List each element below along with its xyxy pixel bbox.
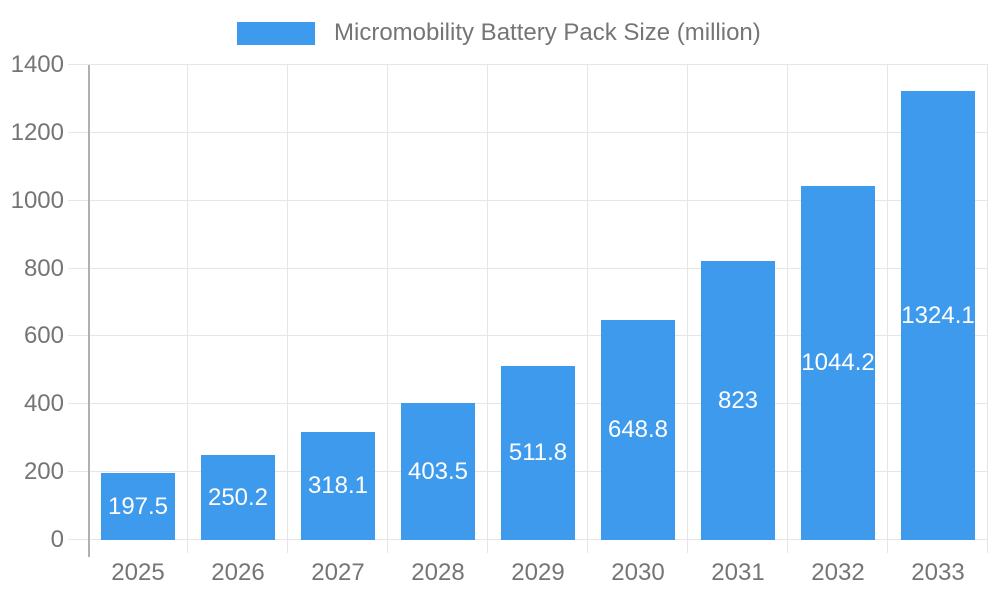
bar[interactable]: 197.5 bbox=[101, 473, 175, 540]
bar[interactable]: 1044.2 bbox=[801, 186, 875, 540]
bar[interactable]: 823 bbox=[701, 261, 775, 540]
bar[interactable]: 318.1 bbox=[301, 432, 375, 540]
bar-value-label: 318.1 bbox=[307, 472, 369, 499]
bar-value-label: 403.5 bbox=[407, 457, 469, 485]
bar-value-label: 1324.1 bbox=[901, 301, 975, 329]
bar-value-label: 648.8 bbox=[607, 416, 669, 443]
x-tick-label: 2026 bbox=[211, 559, 265, 586]
x-gridline bbox=[787, 65, 788, 553]
y-tick-label: 600 bbox=[23, 322, 64, 349]
y-tick-label: 1200 bbox=[10, 119, 64, 146]
bar-value-label: 197.5 bbox=[107, 492, 169, 520]
bar-value-label: 823 bbox=[717, 386, 759, 414]
x-gridline bbox=[387, 65, 388, 553]
x-tick-label: 2031 bbox=[711, 559, 765, 586]
y-gridline bbox=[68, 132, 988, 133]
y-tick-label: 1000 bbox=[10, 187, 64, 214]
y-tick-label: 400 bbox=[23, 390, 64, 417]
y-axis-line bbox=[88, 65, 90, 557]
x-tick-label: 2032 bbox=[811, 559, 865, 586]
plot-area: 0 200 400 600 800 1000 1200 1400 197.5 2025 250.2 2… bbox=[11, 51, 988, 586]
bar[interactable]: 511.8 bbox=[501, 366, 575, 540]
x-tick-label: 2030 bbox=[611, 559, 665, 586]
bar-value-label: 250.2 bbox=[207, 483, 269, 511]
x-tick-label: 2029 bbox=[511, 559, 565, 586]
x-gridline bbox=[887, 65, 888, 553]
y-gridline bbox=[68, 335, 988, 336]
x-gridline bbox=[287, 65, 288, 553]
x-gridline bbox=[687, 65, 688, 553]
x-gridline bbox=[187, 65, 188, 553]
x-tick-label: 2033 bbox=[911, 559, 965, 586]
bar[interactable]: 1324.1 bbox=[901, 91, 975, 540]
y-gridline bbox=[68, 268, 988, 269]
y-tick-label: 0 bbox=[50, 526, 64, 553]
y-gridline bbox=[68, 64, 988, 65]
bar-value-label: 511.8 bbox=[508, 439, 568, 466]
bar[interactable]: 648.8 bbox=[601, 320, 675, 540]
y-gridline bbox=[68, 200, 988, 201]
y-tick-label: 1400 bbox=[10, 51, 64, 78]
x-gridline bbox=[487, 65, 488, 553]
bar[interactable]: 250.2 bbox=[201, 455, 275, 540]
x-gridline bbox=[987, 65, 988, 553]
bar-value-label: 1044.2 bbox=[801, 349, 875, 376]
legend-label: Micromobility Battery Pack Size (million… bbox=[334, 19, 761, 46]
y-tick-label: 800 bbox=[23, 255, 64, 282]
bar[interactable]: 403.5 bbox=[401, 403, 475, 540]
x-tick-label: 2028 bbox=[411, 559, 465, 586]
y-tick-label: 200 bbox=[23, 458, 64, 485]
legend[interactable]: Micromobility Battery Pack Size (million… bbox=[237, 21, 761, 45]
x-gridline bbox=[587, 65, 588, 553]
x-tick-label: 2025 bbox=[111, 559, 165, 586]
x-tick-label: 2027 bbox=[311, 559, 365, 586]
legend-swatch bbox=[237, 21, 315, 45]
